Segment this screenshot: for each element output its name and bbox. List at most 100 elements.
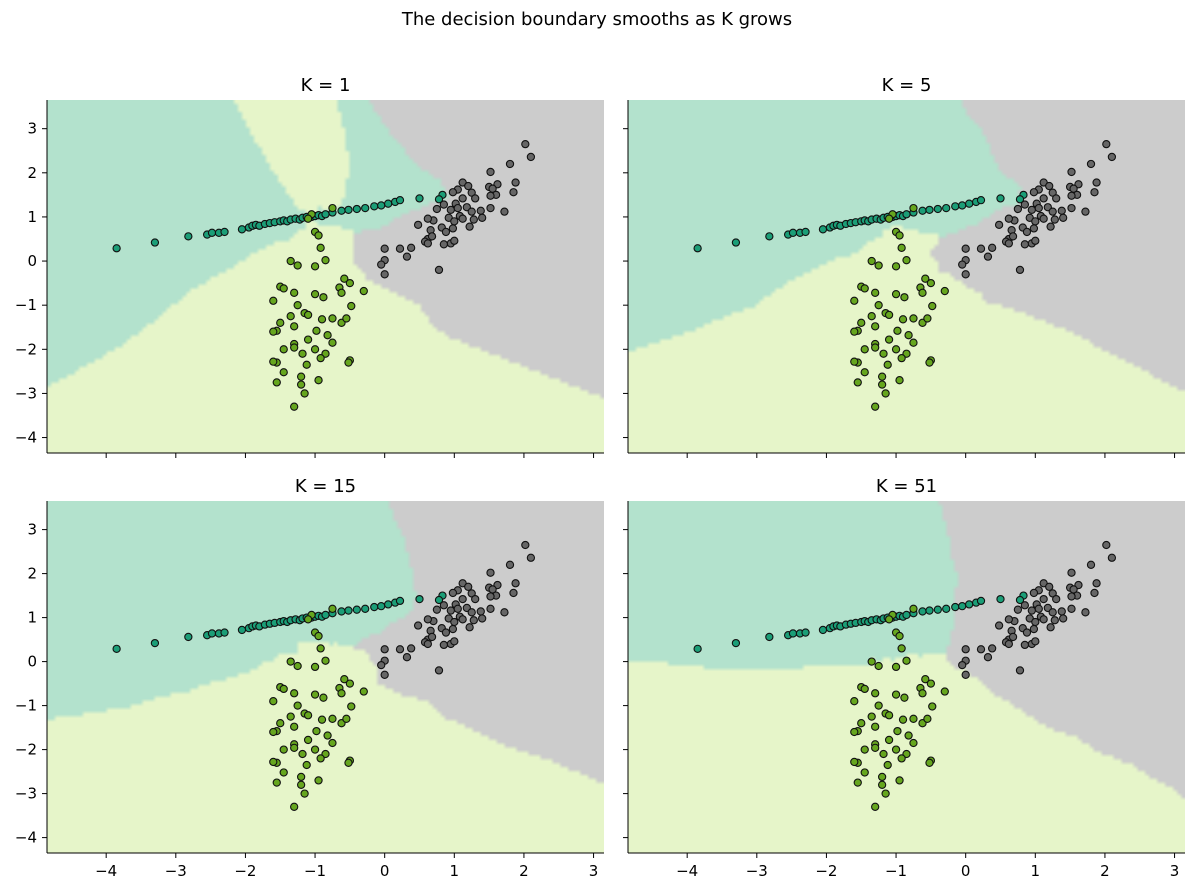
- data-point: [432, 605, 442, 614]
- data-point: [909, 714, 918, 723]
- data-point: [1050, 616, 1059, 625]
- y-tick-label: 2: [27, 164, 37, 182]
- data-point: [486, 203, 495, 213]
- data-point: [926, 679, 936, 688]
- data-point: [884, 310, 894, 320]
- data-point: [415, 594, 424, 604]
- data-point: [321, 610, 330, 620]
- data-point: [958, 660, 967, 670]
- data-point: [427, 632, 437, 642]
- data-point: [1086, 560, 1096, 569]
- data-point: [303, 310, 313, 320]
- data-point: [406, 644, 416, 653]
- data-point: [361, 203, 370, 213]
- x-tick-label: 2: [1100, 862, 1110, 880]
- data-point: [1067, 568, 1076, 577]
- data-point: [448, 624, 458, 634]
- data-point: [895, 776, 904, 785]
- data-point: [1015, 195, 1025, 204]
- data-point: [871, 689, 880, 698]
- data-point: [1004, 639, 1013, 649]
- data-point: [958, 201, 967, 210]
- data-point: [1046, 623, 1055, 632]
- data-point: [918, 607, 927, 616]
- data-point: [207, 228, 217, 237]
- data-point: [693, 644, 702, 653]
- data-point: [1015, 666, 1025, 675]
- x-tick-label: −4: [676, 862, 698, 880]
- data-point: [765, 232, 774, 241]
- data-point: [293, 261, 302, 270]
- data-point: [1067, 191, 1076, 200]
- data-point: [458, 615, 467, 624]
- data-point: [345, 278, 355, 288]
- data-point: [377, 660, 386, 670]
- data-point: [290, 402, 299, 411]
- data-point: [521, 139, 530, 149]
- data-point: [801, 227, 810, 237]
- data-point: [370, 602, 379, 612]
- x-tick-label: −3: [165, 862, 187, 880]
- data-point: [897, 644, 906, 653]
- data-point: [478, 213, 487, 222]
- data-point: [321, 256, 330, 265]
- data-point: [871, 802, 880, 811]
- data-point: [879, 349, 888, 358]
- data-point: [987, 644, 997, 653]
- data-point: [269, 296, 278, 305]
- data-point: [286, 657, 295, 666]
- decision-region: [47, 100, 604, 453]
- data-point: [1013, 605, 1023, 614]
- data-point: [918, 689, 927, 698]
- data-point: [877, 780, 887, 789]
- data-point: [302, 360, 311, 369]
- data-point: [1020, 240, 1030, 249]
- subplot-title: K = 5: [882, 75, 932, 96]
- data-point: [303, 335, 313, 344]
- data-point: [290, 343, 299, 352]
- data-point: [1039, 594, 1048, 604]
- data-point: [439, 601, 449, 610]
- data-point: [344, 758, 353, 767]
- data-point: [471, 594, 480, 604]
- data-point: [423, 239, 432, 248]
- data-point: [207, 629, 217, 638]
- data-point: [395, 645, 405, 654]
- data-point: [328, 338, 337, 347]
- data-point: [818, 625, 828, 635]
- data-point: [1067, 203, 1076, 213]
- data-point: [897, 754, 906, 763]
- data-point: [337, 689, 346, 698]
- y-tick-label: 1: [27, 208, 37, 226]
- data-point: [1086, 159, 1096, 169]
- data-point: [446, 606, 455, 615]
- y-tick-label: −1: [15, 296, 37, 314]
- data-point: [925, 606, 934, 615]
- data-point: [850, 697, 859, 706]
- data-point: [928, 301, 937, 311]
- data-point: [1046, 222, 1055, 231]
- data-point: [1048, 207, 1057, 216]
- data-point: [486, 568, 495, 577]
- data-point: [112, 644, 121, 653]
- data-point: [879, 749, 888, 759]
- data-point: [310, 345, 320, 354]
- data-point: [867, 712, 876, 721]
- points-group: [112, 139, 536, 411]
- data-point: [1022, 227, 1032, 237]
- data-point: [921, 274, 930, 283]
- data-point: [1059, 614, 1068, 623]
- data-point: [276, 719, 285, 728]
- data-point: [900, 693, 909, 702]
- data-point: [1008, 232, 1018, 241]
- data-point: [290, 689, 299, 698]
- data-point: [1045, 582, 1054, 591]
- data-point: [290, 722, 299, 731]
- data-point: [1081, 608, 1090, 617]
- data-point: [328, 314, 337, 323]
- subplot-3: −4 −3 −2 −1 0 1 2 3 −4 −3 −2 −1 0 1 2 3 K = 15: [15, 476, 604, 880]
- data-point: [918, 288, 927, 297]
- x-tick-label: −3: [746, 862, 768, 880]
- y-tick-label: 2: [27, 565, 37, 583]
- data-point: [1029, 624, 1039, 634]
